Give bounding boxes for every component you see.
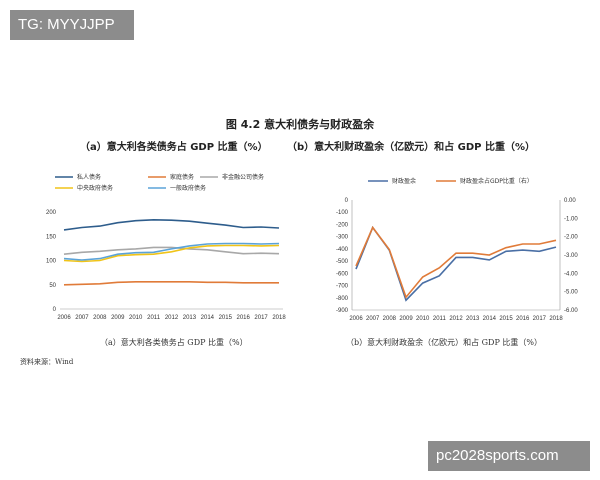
legend-label-a: 非金融公司债务 [222,173,264,181]
x-tick-label-b: 2012 [449,316,463,322]
x-tick-label-a: 2006 [57,315,71,321]
x-tick-label-b: 2018 [549,316,563,322]
subtitle-a: （a）意大利各类债务占 GDP 比重（%） [80,142,268,153]
y-tick-label-a: 0 [53,307,57,313]
x-tick-label-a: 2017 [254,315,268,321]
legend-label-a: 私人债务 [77,173,101,181]
y-tick-label-b: -900 [336,308,349,314]
legend-label-a: 一般政府债务 [170,184,206,192]
subtitle-b: （b）意大利财政盈余（亿欧元）和占 GDP 比重（%） [287,142,535,153]
y-tick-label-b: -500 [336,259,349,265]
x-tick-label-a: 2007 [75,315,89,321]
x-tick-label-a: 2015 [219,315,233,321]
source-note: 资料来源：Wind [20,358,74,366]
series-line-b [355,225,557,299]
x-tick-label-b: 2017 [533,316,547,322]
series-line-a [63,244,280,263]
x-tick-label-a: 2018 [272,315,286,321]
x-tick-label-a: 2014 [201,315,215,321]
x-tick-label-b: 2011 [433,316,447,322]
x-tick-label-a: 2011 [147,315,161,321]
x-tick-label-b: 2016 [516,316,530,322]
series-line-a [63,218,280,231]
watermark-top: TG: MYYJJPP [10,10,134,40]
x-tick-label-a: 2013 [183,315,197,321]
y2-tick-label-b: -2.00 [564,235,578,241]
y2-tick-label-b: -6.00 [564,308,578,314]
x-tick-label-b: 2006 [349,316,363,322]
y-tick-label-a: 50 [49,283,56,289]
y2-tick-label-b: -5.00 [564,290,578,296]
y-tick-label-b: -800 [336,296,349,302]
y-tick-label-b: -200 [336,222,349,228]
legend-label-b: 财政盈余 [392,177,416,185]
x-tick-label-b: 2010 [416,316,430,322]
y-tick-label-a: 100 [46,259,57,265]
y-tick-label-b: -100 [336,210,349,216]
y-tick-label-b: -300 [336,235,349,241]
x-tick-label-a: 2009 [111,315,125,321]
series-line-b [355,225,557,302]
y2-tick-label-b: -3.00 [564,253,578,259]
watermark-bottom: pc2028sports.com [428,441,590,471]
x-tick-label-b: 2013 [466,316,480,322]
x-tick-label-b: 2008 [383,316,397,322]
y2-tick-label-b: 0.00 [564,198,576,204]
series-line-a [63,246,280,255]
y-tick-label-a: 150 [46,234,57,240]
y-tick-label-b: -400 [336,247,349,253]
legend-label-a: 中央政府债务 [77,184,113,192]
caption-b: （b）意大利财政盈余（亿欧元）和占 GDP 比重（%） [346,338,542,347]
legend-label-a: 家庭债务 [170,173,194,181]
series-line-a [63,280,279,286]
x-tick-label-a: 2008 [93,315,107,321]
x-tick-label-a: 2012 [165,315,179,321]
x-tick-label-b: 2014 [483,316,497,322]
y-tick-label-a: 200 [46,210,57,216]
x-tick-label-b: 2007 [366,316,380,322]
caption-a: （a）意大利各类债务占 GDP 比重（%） [100,338,248,347]
series-line-a [63,242,280,261]
x-tick-label-b: 2015 [499,316,513,322]
x-tick-label-a: 2010 [129,315,143,321]
y-tick-label-b: -600 [336,271,349,277]
y2-tick-label-b: -4.00 [564,271,578,277]
x-tick-label-a: 2016 [236,315,250,321]
y-tick-label-b: 0 [345,198,349,204]
legend-label-b: 财政盈余占GDP比重（右） [460,177,533,185]
figure-title: 图 4.2 意大利债务与财政盈余 [225,118,375,131]
y-tick-label-b: -700 [336,284,349,290]
x-tick-label-b: 2009 [399,316,413,322]
y2-tick-label-b: -1.00 [564,216,578,222]
